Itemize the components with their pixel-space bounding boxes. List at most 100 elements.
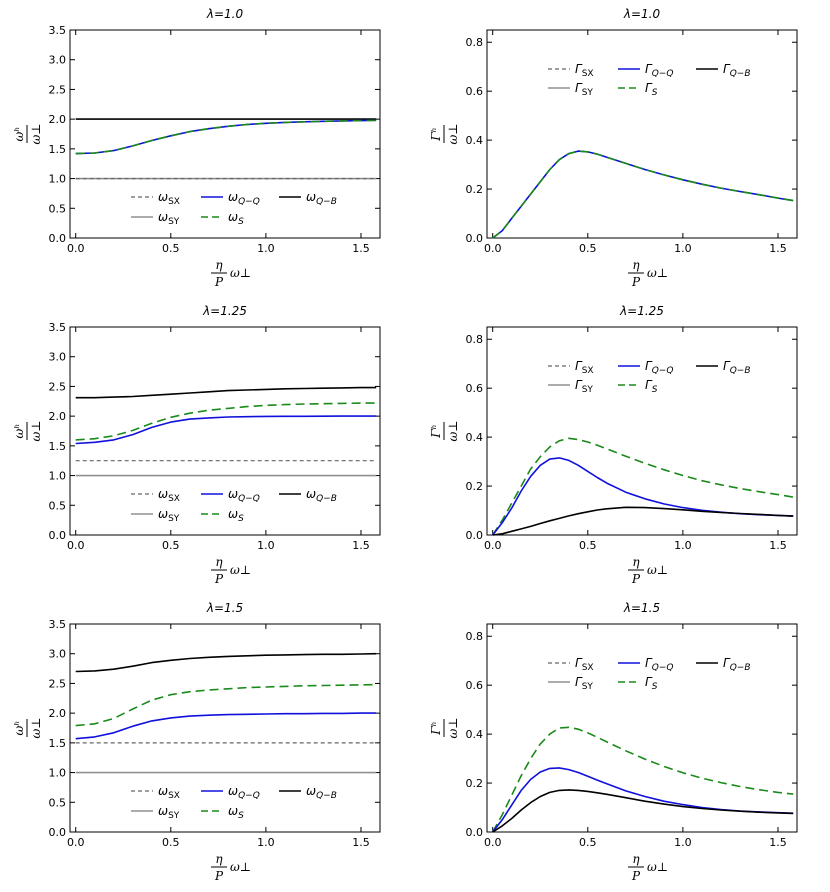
y-tick-label: 0.0 <box>49 826 67 839</box>
y-label-denominator: ω⊥ <box>446 123 460 144</box>
y-label-numerator: Γʰ <box>429 127 443 142</box>
legend-label-s: ωS <box>228 804 244 821</box>
y-tick-label: 2.0 <box>49 707 67 720</box>
legend-label-sy: ωSY <box>158 507 180 524</box>
y-tick-label: 0.4 <box>466 728 484 741</box>
series-s-line <box>75 119 377 155</box>
plot-frame <box>69 623 381 833</box>
legend-label-qb: ΓQ−B <box>723 359 751 376</box>
legend-label-sy: ωSY <box>158 210 180 227</box>
y-tick-label: 0.0 <box>49 529 67 542</box>
x-tick-label: 1.5 <box>352 242 370 255</box>
x-label-numerator: η <box>215 555 223 569</box>
y-axis-label: Γʰ ω⊥ <box>429 420 460 441</box>
legend-label-sy: ΓSY <box>575 675 593 692</box>
y-tick-label: 3.0 <box>49 54 67 67</box>
legend-label-qq: ΓQ−Q <box>645 656 673 673</box>
y-tick-label: 1.0 <box>49 470 67 483</box>
series-s-line <box>75 683 377 727</box>
x-tick-label: 1.0 <box>674 836 692 849</box>
x-tick-label: 1.5 <box>352 539 370 552</box>
x-tick-label: 0.0 <box>484 836 502 849</box>
y-tick-label: 2.5 <box>49 677 67 690</box>
chart-title: λ=1.0 <box>623 7 661 21</box>
legend: ΓSX ΓQ−Q ΓQ−B ΓSY ΓS <box>548 62 751 98</box>
series-qq-line <box>75 712 377 740</box>
y-label-denominator: ω⊥ <box>29 123 43 144</box>
chart-p1: λ=1.0 0.0 0.5 1.0 1.5 0.0 0.5 1.0 1.5 2.0 2.5 3.0 3.… <box>12 7 381 289</box>
x-tick-label: 0.5 <box>579 539 597 552</box>
y-tick-label: 0.5 <box>49 796 67 809</box>
series-qb-line <box>492 506 794 536</box>
y-tick-label: 0.4 <box>466 134 484 147</box>
y-tick-label: 0.6 <box>466 85 484 98</box>
y-tick-label: 0.6 <box>466 382 484 395</box>
y-label-denominator: ω⊥ <box>29 420 43 441</box>
legend-label-qb: ωQ−B <box>306 784 337 801</box>
y-tick-label: 1.5 <box>49 143 67 156</box>
legend-label-s: ΓS <box>645 675 658 692</box>
x-tick-label: 1.5 <box>769 242 787 255</box>
x-label-suffix: ω⊥ <box>647 860 668 874</box>
plot-frame <box>69 29 381 239</box>
x-tick-label: 0.0 <box>484 242 502 255</box>
y-tick-label: 0.2 <box>466 480 484 493</box>
y-tick-label: 0.5 <box>49 202 67 215</box>
plot-frame <box>486 29 798 239</box>
x-label-denominator: P <box>214 572 224 586</box>
y-tick-label: 0.0 <box>466 232 484 245</box>
legend: ωSX ωQ−Q ωQ−B ωSY ωS <box>131 190 337 227</box>
legend-label-qq: ωQ−Q <box>228 784 260 801</box>
legend-label-qq: ωQ−Q <box>228 487 260 504</box>
x-label-suffix: ω⊥ <box>230 563 251 577</box>
legend-label-sx: ΓSX <box>575 359 594 376</box>
y-label-numerator: Γʰ <box>429 721 443 736</box>
chart-title: λ=1.0 <box>206 7 244 21</box>
legend: ΓSX ΓQ−Q ΓQ−B ΓSY ΓS <box>548 656 751 692</box>
x-label-numerator: η <box>632 852 640 866</box>
series-s-line <box>492 150 794 239</box>
x-tick-label: 1.5 <box>769 539 787 552</box>
y-tick-label: 0.8 <box>466 630 484 643</box>
legend-label-qb: ωQ−B <box>306 487 337 504</box>
series-qb-line <box>492 789 794 833</box>
x-axis-label: ηPω⊥ <box>211 258 251 289</box>
y-tick-label: 1.0 <box>49 767 67 780</box>
x-label-numerator: η <box>215 852 223 866</box>
series-s-line <box>492 726 794 833</box>
x-tick-label: 0.0 <box>484 539 502 552</box>
y-label-denominator: ω⊥ <box>446 420 460 441</box>
legend-label-qb: ωQ−B <box>306 190 337 207</box>
y-tick-label: 3.5 <box>49 618 67 631</box>
chart-title: λ=1.25 <box>202 304 247 318</box>
series-s-line <box>75 402 377 441</box>
y-label-numerator: ωʰ <box>12 424 26 439</box>
y-label-denominator: ω⊥ <box>446 717 460 738</box>
series-qq-line <box>492 767 794 833</box>
x-tick-label: 0.5 <box>162 836 180 849</box>
x-label-denominator: P <box>214 869 224 883</box>
series-s-line <box>492 437 794 536</box>
chart-p5: λ=1.5 0.0 0.5 1.0 1.5 0.0 0.5 1.0 1.5 2.0 2.5 3.0 3.… <box>12 601 381 883</box>
legend-label-sy: ΓSY <box>575 81 593 98</box>
x-label-suffix: ω⊥ <box>230 266 251 280</box>
legend-label-qq: ωQ−Q <box>228 190 260 207</box>
plot-frame <box>69 326 381 536</box>
y-tick-label: 1.5 <box>49 440 67 453</box>
y-tick-label: 0.5 <box>49 499 67 512</box>
x-axis-label: ηPω⊥ <box>628 852 668 883</box>
y-label-numerator: Γʰ <box>429 424 443 439</box>
x-label-denominator: P <box>631 275 641 289</box>
chart-title: λ=1.5 <box>206 601 243 615</box>
y-label-numerator: ωʰ <box>12 127 26 142</box>
y-tick-label: 1.5 <box>49 737 67 750</box>
x-tick-label: 1.0 <box>257 242 275 255</box>
legend-label-s: ωS <box>228 507 244 524</box>
series-qb-line <box>75 652 377 673</box>
y-axis-label: ωʰ ω⊥ <box>12 420 43 441</box>
x-axis-label: ηPω⊥ <box>628 555 668 586</box>
